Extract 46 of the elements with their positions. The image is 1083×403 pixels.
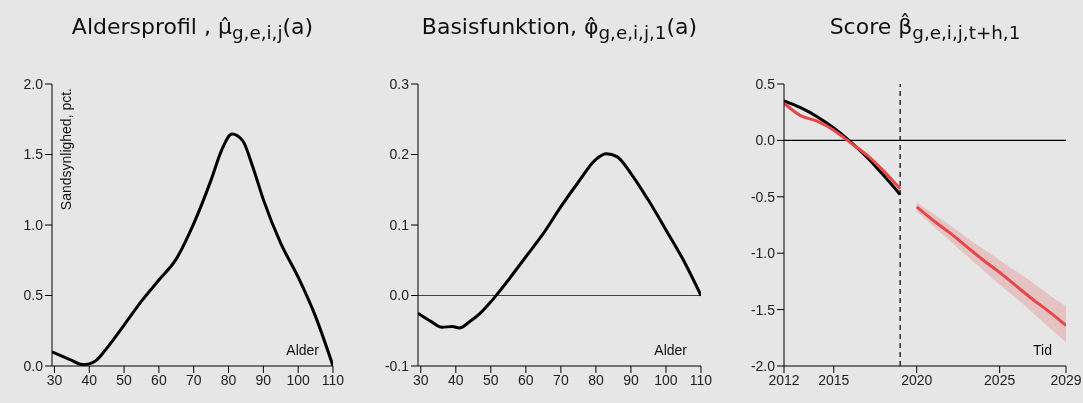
y-tick-label: 0.0 [755,132,776,149]
x-tick-label: 30 [413,371,429,388]
y-tick-label: 1.5 [23,146,44,163]
y-tick-label: 0.0 [23,357,44,374]
y-tick-label: 0.3 [389,75,410,92]
x-tick-label: 100 [654,371,678,388]
x-tick-label: 2020 [901,371,933,388]
x-tick-label: 2025 [984,371,1016,388]
x-tick-label: 90 [623,371,639,388]
y-tick-label: 0.5 [755,75,776,92]
x-tick-label: 50 [483,371,499,388]
x-tick-label: 2029 [1050,371,1082,388]
y-tick-label: -1.5 [750,301,776,318]
x-axis-title: Alder [654,342,687,358]
x-tick-label: 110 [689,371,713,388]
x-tick-label: 80 [588,371,604,388]
chart-title: Aldersprofil , μ̂$_{g,e,i,j}$(a) [70,14,315,44]
x-tick-label: 100 [286,371,311,388]
y-tick-label: 1.0 [23,216,44,233]
x-axis-title: Alder [286,342,319,358]
x-tick-label: 70 [185,371,202,388]
x-tick-label: 80 [220,371,237,388]
x-tick-label: 110 [321,371,345,388]
x-tick-label: 60 [518,371,534,388]
x-tick-label: 40 [448,371,464,388]
y-tick-label: -1.0 [750,245,776,262]
x-tick-label: 50 [116,371,133,388]
x-tick-label: 70 [553,371,569,388]
y-tick-label: 0.0 [389,287,410,304]
y-tick-label: -0.5 [750,188,776,205]
x-tick-label: 2015 [818,371,850,388]
x-tick-label: 30 [46,371,63,388]
y-tick-label: 0.2 [389,146,410,163]
y-tick-label: -0.1 [384,357,410,374]
chart-title: Basisfunktion, φ̂$_{g,e,i,j,1}$(a) [420,14,699,44]
y-tick-label: 0.5 [23,287,44,304]
x-axis-title: Tid [1033,342,1052,358]
x-tick-label: 2012 [768,371,800,388]
x-tick-label: 40 [81,371,98,388]
x-tick-label: 90 [255,371,272,388]
y-tick-label: 2.0 [23,75,44,92]
x-tick-label: 60 [151,371,167,388]
chart-title: Score β̂$_{g,e,i,j,t+h,1}$ [828,14,1022,44]
y-axis-title: Sandsynlighed, pct. [58,88,74,211]
y-tick-label: 0.1 [389,216,410,233]
y-tick-label: -2.0 [750,357,776,374]
